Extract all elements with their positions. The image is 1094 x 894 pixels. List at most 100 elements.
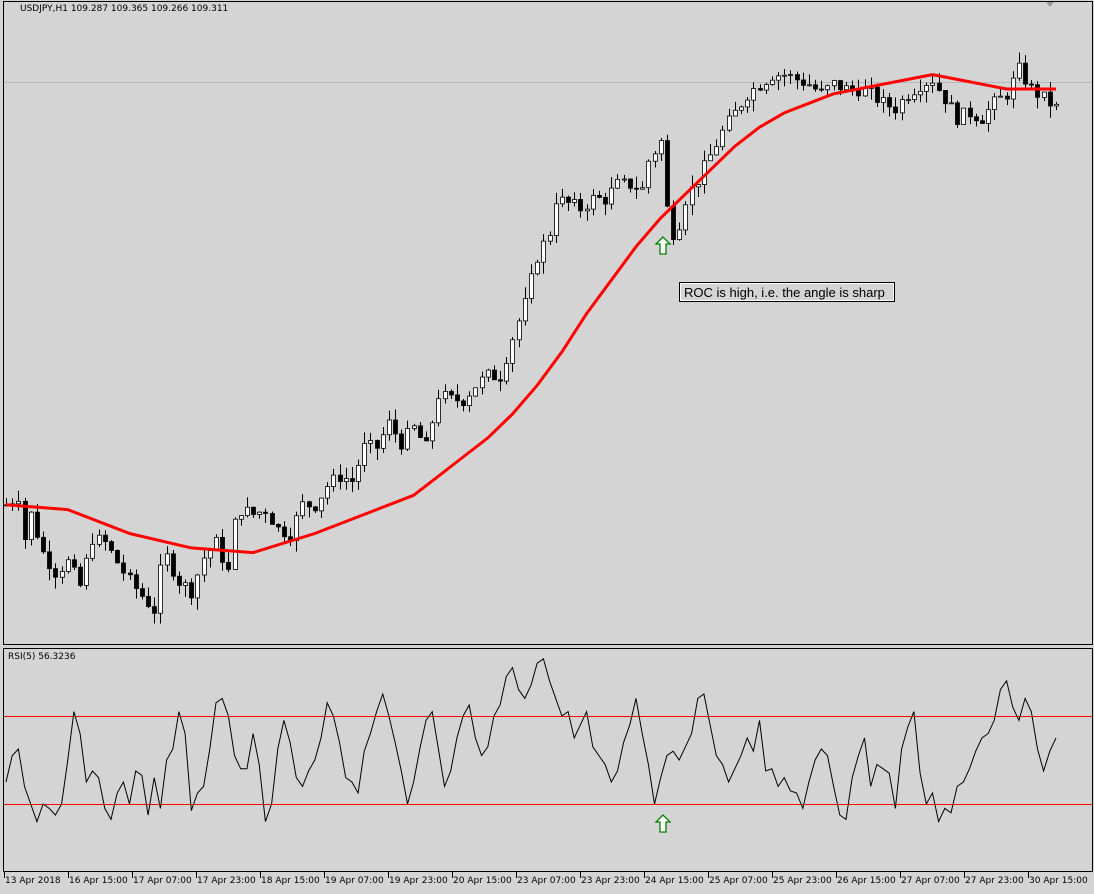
candle-body [276,523,281,528]
candle-body [140,588,145,597]
time-axis [4,872,1029,878]
candle-body [597,195,602,198]
candle-body [90,543,95,559]
candle-body [399,433,404,450]
candle-body [115,550,120,564]
candle-body [696,184,701,188]
annotation-label[interactable]: ROC is high, i.e. the angle is sharp [679,282,895,302]
candle-body [788,74,793,76]
candle-body [128,572,133,576]
candle-body [615,178,620,189]
up-arrow-icon [654,814,672,833]
candle-body [603,196,608,205]
candle-body [1005,95,1010,100]
candle-body [560,196,565,205]
time-tick-label: 23 Apr 07:00 [517,876,576,886]
candle-body [585,208,590,212]
candle-body [412,425,417,429]
candle-body [998,95,1003,98]
candle-body [751,88,756,101]
time-tick-label: 25 Apr 07:00 [709,876,768,886]
candle-body [84,557,89,586]
candle-body [955,102,960,125]
candle-body [375,440,380,449]
candle-body [257,511,262,515]
candle-body [943,90,948,105]
candle-body [1042,91,1047,98]
candle-body [906,99,911,102]
candle-body [53,568,58,578]
candle-body [72,559,77,568]
time-tick-label: 30 Apr 15:00 [1029,876,1088,886]
candle-body [307,501,312,508]
candle-body [47,551,52,570]
candle-body [282,526,287,538]
candle-body [1017,62,1022,79]
candle-body [480,376,485,389]
symbol-info: USDJPY,H1 109.287 109.365 109.266 109.31… [20,4,229,14]
candle-body [233,518,238,570]
candle-body [356,465,361,482]
candle-body [566,196,571,203]
time-tick-label: 27 Apr 07:00 [901,876,960,886]
candle-body [720,129,725,148]
candle-body [16,500,21,505]
candle-body [455,394,460,402]
candle-body [770,79,775,85]
candle-body [653,153,658,162]
candle-body [183,582,188,586]
candle-body [152,606,157,614]
candle-body [239,515,244,520]
candle-body [171,553,176,577]
candle-body [825,85,830,91]
candle-body [362,442,367,466]
candle-body [1023,62,1028,85]
time-tick-label: 19 Apr 07:00 [325,876,384,886]
rsi-info: RSI(5) 56.3236 [8,652,76,662]
rsi-panel [3,648,1093,872]
candle-body [430,422,435,442]
candle-body [461,400,466,407]
candle-body [23,500,28,540]
candle-body [498,379,503,382]
candle-body [949,102,954,105]
candle-body [1035,84,1040,98]
candle-body [739,106,744,111]
candle-body [202,557,207,576]
candle-body [486,369,491,378]
candle-body [436,398,441,424]
candlestick-series [4,52,1059,624]
candle-body [807,84,812,87]
candle-body [671,205,676,240]
candle-body [683,204,688,231]
rsi-line [5,657,1057,824]
candle-body [795,74,800,81]
candle-body [801,79,806,86]
candle-body [930,82,935,86]
candle-body [66,559,71,572]
candle-body [838,80,843,91]
chevron-down-icon[interactable] [1046,2,1054,7]
candle-body [418,425,423,438]
candle-body [548,235,553,242]
candle-body [776,75,781,81]
candle-body [764,84,769,91]
candle-body [350,478,355,482]
candle-body [875,86,880,103]
candle-body [980,120,985,124]
time-tick-label: 24 Apr 15:00 [645,876,704,886]
candle-body [60,571,65,578]
candle-body [1048,91,1053,107]
candle-body [270,513,275,525]
candle-body [245,506,250,517]
candle-body [591,195,596,210]
candle-body [529,273,534,299]
time-tick-label: 19 Apr 23:00 [389,876,448,886]
candle-body [578,199,583,212]
candle-body [1054,103,1059,107]
candle-body [659,140,664,155]
candle-body [986,109,991,124]
candle-body [41,536,46,553]
